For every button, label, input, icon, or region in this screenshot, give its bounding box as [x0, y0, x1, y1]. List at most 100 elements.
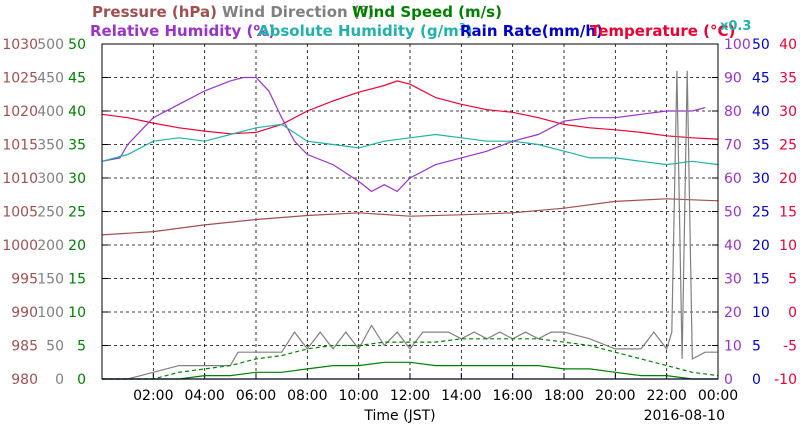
- legend-absolute-humidity-close: ): [466, 22, 473, 40]
- x-tick-label: 08:00: [287, 388, 327, 404]
- x-tick-label: 20:00: [595, 388, 635, 404]
- y-tick-pressure: 1025: [2, 71, 38, 87]
- y-tick-wind-dir: 0: [55, 372, 64, 388]
- y-tick-rain: 0: [752, 372, 761, 388]
- series-relative-humidity: [101, 76, 706, 193]
- y-tick-rh: 80: [724, 104, 742, 120]
- y-tick-wind-dir: 450: [37, 71, 64, 87]
- y-tick-rain: 30: [752, 171, 770, 187]
- y-tick-rain: 15: [752, 272, 770, 288]
- series-pressure-hpa: [101, 198, 719, 236]
- y-tick-pressure: 990: [11, 305, 38, 321]
- series-layer: [101, 70, 719, 380]
- y-tick-pressure: 1005: [2, 205, 38, 221]
- y-tick-wind-speed: 40: [68, 104, 86, 120]
- x-tick-label: 02:00: [133, 388, 173, 404]
- grid: [102, 44, 718, 379]
- y-tick-rh: 100: [724, 37, 751, 53]
- y-tick-rh: 50: [724, 205, 742, 221]
- legend-wind-direction: Wind Direction (°): [222, 3, 374, 21]
- y-tick-temp: 40: [779, 37, 797, 53]
- y-tick-rain: 40: [752, 104, 770, 120]
- series-wind-speed-m-s-min: [102, 361, 718, 380]
- y-tick-wind-dir: 350: [37, 138, 64, 154]
- y-tick-pressure: 985: [11, 339, 38, 355]
- legend-temperature: Temperature (°C): [590, 22, 735, 40]
- y-tick-wind-speed: 25: [68, 205, 86, 221]
- x-tick-label: 16:00: [492, 388, 532, 404]
- y-tick-wind-speed: 0: [77, 372, 86, 388]
- y-tick-pressure: 995: [11, 272, 38, 288]
- y-tick-rain: 20: [752, 238, 770, 254]
- y-tick-rh: 0: [724, 372, 733, 388]
- y-tick-rain: 25: [752, 205, 770, 221]
- y-tick-wind-speed: 30: [68, 171, 86, 187]
- y-tick-wind-speed: 5: [77, 339, 86, 355]
- legend-pressure: Pressure (hPa): [92, 3, 217, 21]
- legend-rain-scale: x0.3: [720, 19, 751, 34]
- legend-relative-humidity: Relative Humidity (%): [90, 22, 275, 40]
- legend-rain-rate: Rain Rate(mm/h): [460, 22, 603, 40]
- y-tick-rh: 60: [724, 171, 742, 187]
- y-tick-rain: 50: [752, 37, 770, 53]
- y-tick-temp: 15: [779, 205, 797, 221]
- legend-absolute-humidity-sup: 3: [459, 22, 466, 33]
- y-tick-temp: 25: [779, 138, 797, 154]
- y-tick-wind-speed: 45: [68, 71, 86, 87]
- y-tick-rh: 90: [724, 71, 742, 87]
- y-tick-rain: 45: [752, 71, 770, 87]
- y-tick-wind-dir: 300: [37, 171, 64, 187]
- x-tick-label: 22:00: [646, 388, 686, 404]
- y-tick-pressure: 1015: [2, 138, 38, 154]
- y-tick-wind-speed: 15: [68, 272, 86, 288]
- x-axis-label: Time (JST): [363, 408, 435, 424]
- y-tick-temp: 10: [779, 238, 797, 254]
- y-tick-pressure: 980: [11, 372, 38, 388]
- y-tick-wind-dir: 500: [37, 37, 64, 53]
- y-tick-wind-dir: 400: [37, 104, 64, 120]
- plot-frame: [101, 43, 719, 380]
- y-tick-rain: 35: [752, 138, 770, 154]
- legend-wind-speed: Wind Speed (m/s): [352, 3, 502, 21]
- y-tick-wind-dir: 150: [37, 272, 64, 288]
- x-tick-label: 10:00: [338, 388, 378, 404]
- series-wind-direction: [102, 70, 718, 380]
- y-tick-temp: 0: [788, 305, 797, 321]
- y-tick-wind-speed: 20: [68, 238, 86, 254]
- y-tick-wind-speed: 50: [68, 37, 86, 53]
- y-tick-wind-dir: 250: [37, 205, 64, 221]
- y-tick-wind-speed: 35: [68, 138, 86, 154]
- legend-absolute-humidity-text: Absolute Humidity (g/m: [258, 22, 459, 40]
- y-tick-wind-speed: 10: [68, 305, 86, 321]
- x-tick-label: 04:00: [184, 388, 224, 404]
- y-tick-rh: 30: [724, 272, 742, 288]
- series-temperature-c: [101, 80, 719, 140]
- series-absolute-humidity-g-m3: [101, 123, 719, 166]
- y-tick-rh: 40: [724, 238, 742, 254]
- y-tick-pressure: 1010: [2, 171, 38, 187]
- legend-absolute-humidity: Absolute Humidity (g/m3): [258, 22, 473, 40]
- axis-ticks: 1030102510201015101010051000995990985980…: [2, 37, 797, 404]
- y-tick-pressure: 1030: [2, 37, 38, 53]
- chart-date: 2016-08-10: [644, 408, 725, 424]
- y-tick-wind-dir: 200: [37, 238, 64, 254]
- y-tick-wind-dir: 100: [37, 305, 64, 321]
- y-tick-pressure: 1020: [2, 104, 38, 120]
- y-tick-rh: 10: [724, 339, 742, 355]
- y-tick-temp: -5: [783, 339, 797, 355]
- y-tick-rh: 20: [724, 305, 742, 321]
- y-tick-rain: 5: [752, 339, 761, 355]
- y-tick-pressure: 1000: [2, 238, 38, 254]
- y-tick-temp: -10: [774, 372, 797, 388]
- series-wind-speed-m-s-avg: [102, 338, 719, 380]
- y-tick-rain: 10: [752, 305, 770, 321]
- y-tick-temp: 30: [779, 104, 797, 120]
- x-tick-label: 00:00: [698, 388, 738, 404]
- x-tick-label: 12:00: [390, 388, 430, 404]
- y-tick-wind-dir: 50: [46, 339, 64, 355]
- x-tick-label: 14:00: [441, 388, 481, 404]
- x-tick-label: 06:00: [236, 388, 276, 404]
- y-tick-temp: 35: [779, 71, 797, 87]
- x-tick-label: 18:00: [544, 388, 584, 404]
